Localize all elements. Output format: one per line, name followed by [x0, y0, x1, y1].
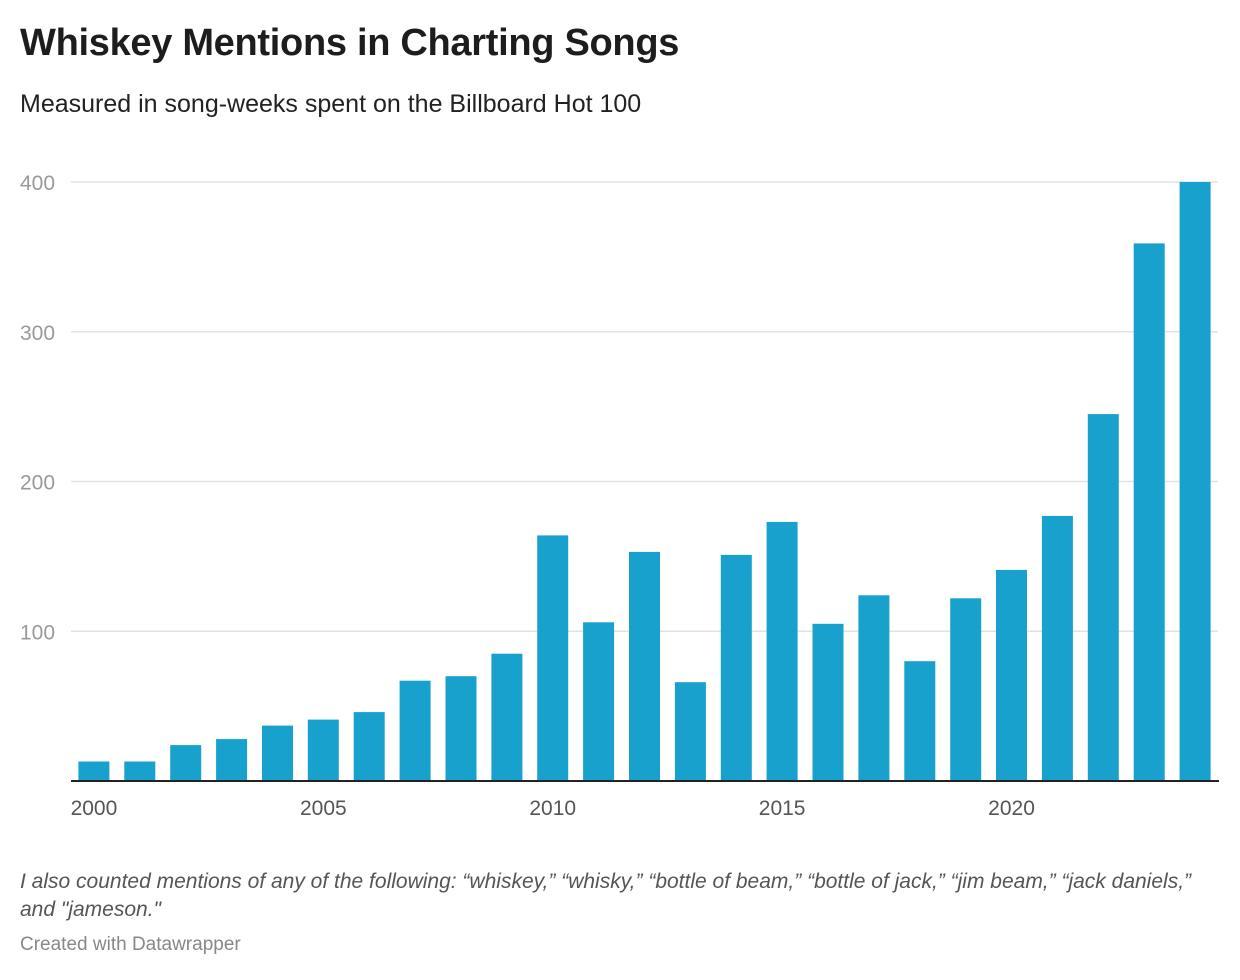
- x-tick-label-2015: 2015: [759, 797, 806, 820]
- bar-2019: [950, 598, 982, 781]
- bar-2010: [537, 535, 569, 781]
- bar-2024: [1179, 182, 1211, 781]
- bar-2002: [170, 745, 202, 781]
- y-tick-label-100: 100: [20, 621, 55, 644]
- bar-2020: [996, 569, 1027, 781]
- x-tick-label-2005: 2005: [300, 797, 347, 820]
- bar-2001: [124, 761, 156, 781]
- y-tick-label-300: 300: [20, 322, 55, 345]
- y-tick-label-200: 200: [20, 472, 55, 495]
- axes: 100 200 300 400 2000 2005 2010 2015 2020: [20, 172, 1219, 820]
- bar-2011: [583, 622, 615, 781]
- bar-2015: [766, 521, 798, 781]
- bar-2009: [491, 653, 523, 781]
- bar-2007: [399, 680, 431, 781]
- bar-chart: 100 200 300 400 2000 2005 2010 2015 2020: [20, 172, 1219, 820]
- credit-line: Created with Datawrapper: [20, 934, 241, 955]
- chart-notes: I also counted mentions of any of the fo…: [20, 870, 1192, 921]
- bar-2014: [720, 554, 752, 781]
- bar-2016: [812, 623, 844, 781]
- bar-2023: [1133, 243, 1165, 781]
- bar-2017: [858, 595, 890, 781]
- bar-2012: [629, 551, 660, 781]
- x-tick-label-2010: 2010: [529, 797, 576, 820]
- bar-2000: [78, 761, 110, 781]
- bar-2004: [262, 725, 293, 781]
- bars: [78, 182, 1211, 781]
- y-tick-label-400: 400: [20, 172, 55, 195]
- bar-2021: [1041, 515, 1073, 781]
- bar-2013: [674, 682, 706, 781]
- x-tick-label-2020: 2020: [988, 797, 1035, 820]
- chart-subtitle: Measured in song-weeks spent on the Bill…: [20, 90, 642, 118]
- bar-2008: [445, 676, 477, 781]
- bar-2003: [216, 739, 248, 781]
- chart-title: Whiskey Mentions in Charting Songs: [20, 22, 680, 64]
- bar-2022: [1087, 414, 1119, 781]
- bar-2005: [307, 719, 339, 781]
- x-tick-label-2000: 2000: [71, 797, 118, 820]
- bar-2018: [904, 661, 936, 781]
- bar-2006: [353, 712, 385, 781]
